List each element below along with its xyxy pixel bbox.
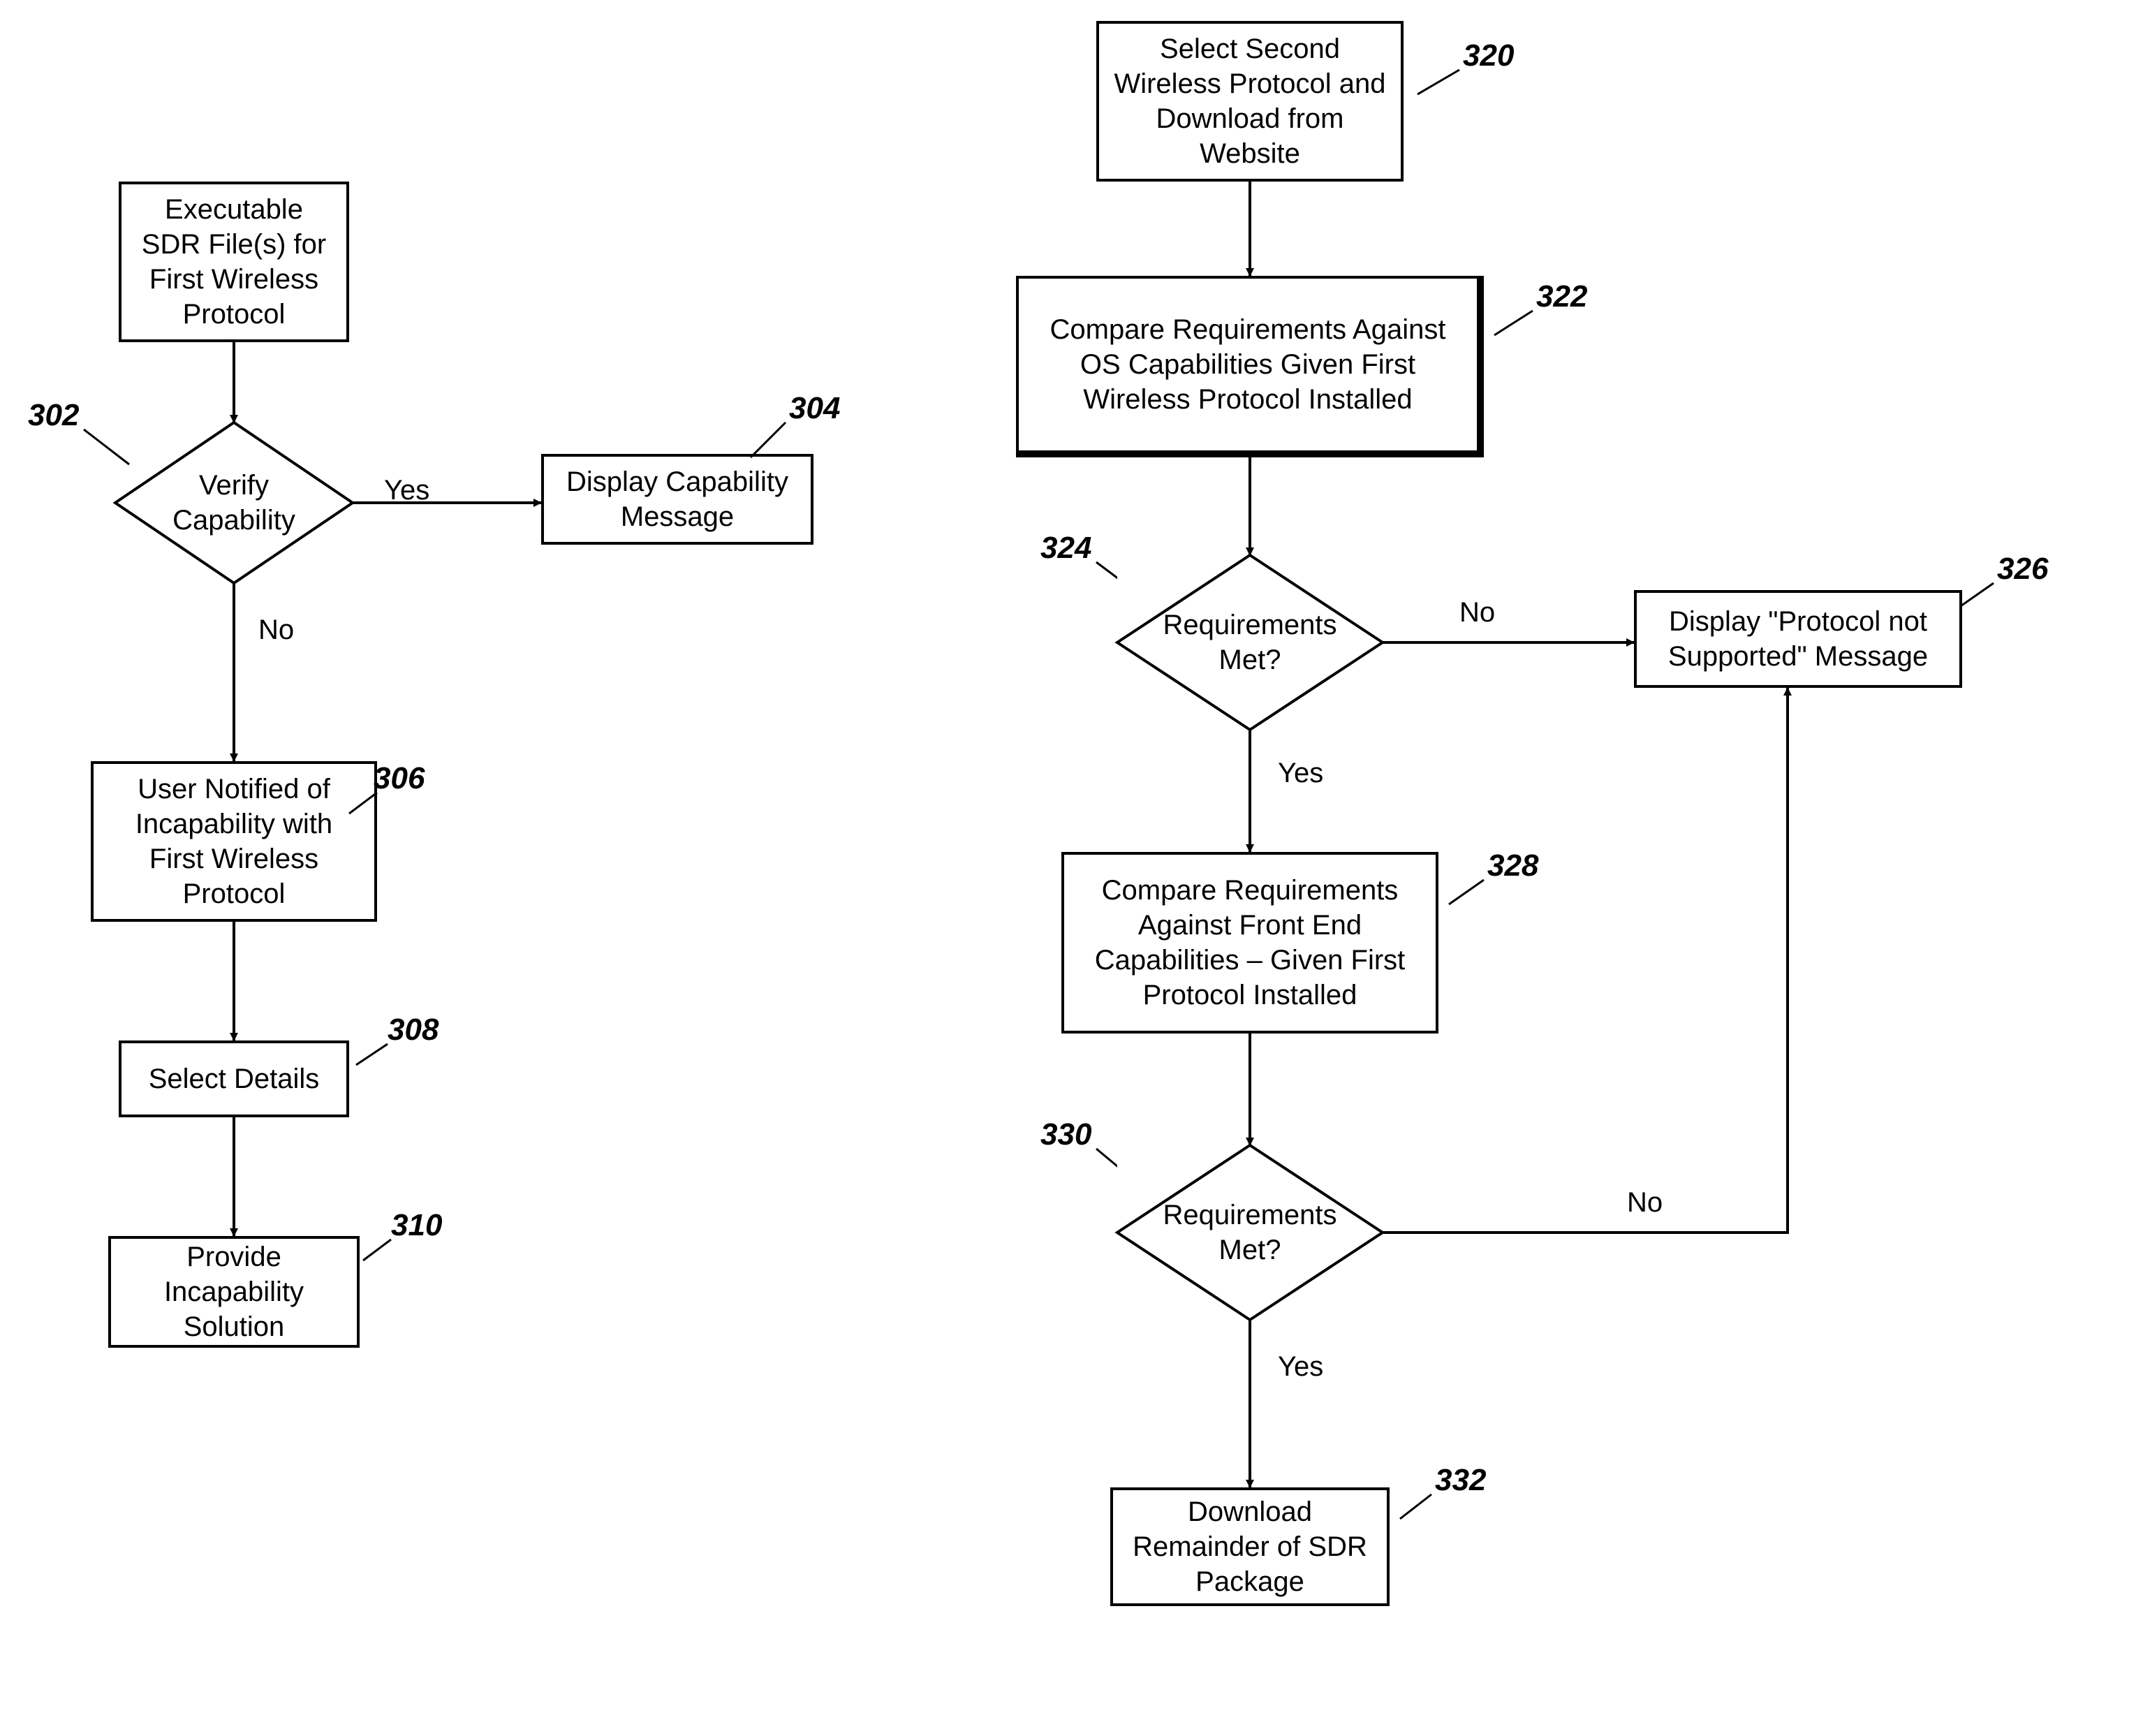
ref-326: 326 — [1997, 552, 2048, 587]
node-326: Display "Protocol not Supported" Message — [1634, 590, 1962, 688]
label-no-330: No — [1627, 1187, 1663, 1219]
label-yes-324: Yes — [1278, 758, 1323, 789]
node-322: Compare Requirements Against OS Capabili… — [1016, 276, 1484, 457]
ref-322: 322 — [1536, 279, 1587, 314]
node-328: Compare Requirements Against Front End C… — [1061, 852, 1438, 1033]
ref-320: 320 — [1463, 38, 1514, 73]
ref-324: 324 — [1040, 531, 1091, 566]
ref-330: 330 — [1040, 1117, 1091, 1152]
decision-330: Requirements Met? — [1117, 1145, 1383, 1320]
ref-328: 328 — [1487, 848, 1538, 883]
node-text: Download Remainder of SDR Package — [1124, 1494, 1376, 1599]
label-yes-330: Yes — [1278, 1351, 1323, 1383]
flowchart-canvas: Executable SDR File(s) for First Wireles… — [0, 0, 2143, 1736]
node-text: Requirements Met? — [1138, 1198, 1362, 1267]
node-320: Select Second Wireless Protocol and Down… — [1096, 21, 1404, 182]
node-text: Requirements Met? — [1138, 608, 1362, 677]
node-text: Select Second Wireless Protocol and Down… — [1110, 31, 1390, 171]
node-332: Download Remainder of SDR Package — [1110, 1487, 1390, 1606]
node-text: Compare Requirements Against Front End C… — [1075, 873, 1424, 1013]
label-no-324: No — [1459, 597, 1495, 628]
node-text: Display "Protocol not Supported" Message — [1648, 604, 1948, 674]
node-text: Compare Requirements Against OS Capabili… — [1030, 312, 1466, 417]
decision-324: Requirements Met? — [1117, 555, 1383, 730]
ref-332: 332 — [1435, 1463, 1486, 1498]
